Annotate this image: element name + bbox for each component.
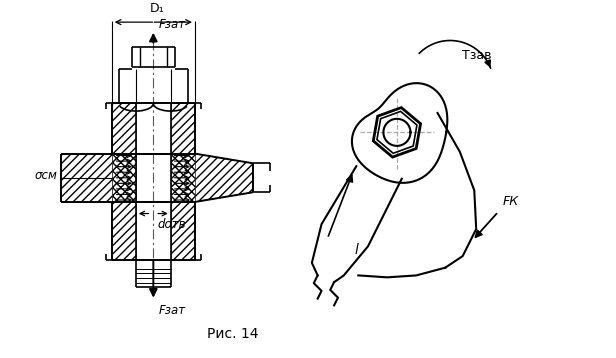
- Polygon shape: [62, 154, 111, 202]
- Text: Fзат: Fзат: [159, 18, 186, 30]
- Polygon shape: [171, 202, 195, 260]
- Text: D₁: D₁: [150, 3, 164, 15]
- Polygon shape: [111, 154, 136, 202]
- Polygon shape: [171, 154, 195, 202]
- Text: Тзав: Тзав: [462, 48, 491, 62]
- Polygon shape: [111, 103, 136, 154]
- Polygon shape: [195, 154, 253, 202]
- Polygon shape: [111, 202, 136, 260]
- Text: dотв: dотв: [157, 218, 185, 231]
- Text: σсм: σсм: [34, 169, 58, 182]
- Text: l: l: [354, 243, 359, 257]
- Text: FК: FК: [502, 195, 519, 208]
- Text: Рис. 14: Рис. 14: [207, 327, 258, 341]
- Polygon shape: [171, 103, 195, 154]
- Text: Fзат: Fзат: [159, 304, 186, 318]
